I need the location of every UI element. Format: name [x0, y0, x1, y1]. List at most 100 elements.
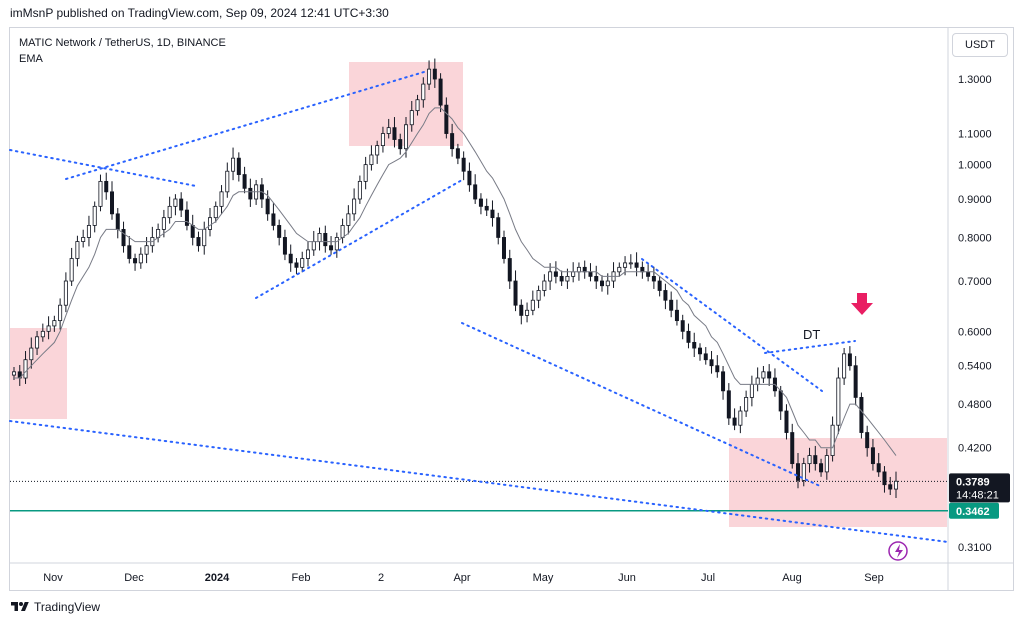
publish-line: imMsnP published on TradingView.com, Sep…	[10, 6, 389, 20]
candle-body	[628, 262, 633, 265]
candle-body	[207, 217, 212, 230]
trendline	[461, 322, 821, 487]
x-tick-label: May	[533, 572, 554, 584]
candle-body	[450, 133, 455, 150]
candle-body	[473, 184, 478, 200]
candle-body	[363, 164, 368, 182]
chart-frame[interactable]	[9, 27, 1014, 591]
footer-brand: TradingView	[34, 600, 101, 614]
currency-button[interactable]: USDT	[952, 33, 1008, 57]
candle-body	[133, 258, 138, 264]
candle-body	[138, 253, 143, 264]
candle-body	[548, 271, 553, 282]
candle-body	[346, 213, 351, 226]
y-tick-label: 0.8000	[958, 232, 992, 244]
candle-body	[421, 83, 426, 101]
candle-body	[455, 148, 460, 159]
candle-body	[288, 253, 293, 264]
candle-body	[755, 377, 760, 385]
candle-body	[334, 237, 339, 251]
candle-body	[663, 290, 668, 301]
candle-body	[86, 225, 91, 238]
candle-body	[115, 213, 120, 230]
y-tick-label: 0.7000	[958, 276, 992, 288]
candle-body	[35, 336, 40, 349]
y-tick-label: 0.4200	[958, 443, 992, 455]
candle-body	[323, 232, 328, 247]
trendline	[641, 258, 823, 392]
candle-body	[461, 157, 466, 172]
candle-body	[380, 133, 385, 147]
candle-body	[213, 205, 218, 219]
symbol-line: MATIC Network / TetherUS, 1D, BINANCE	[19, 37, 226, 49]
candle-body	[830, 424, 835, 456]
candle-body	[167, 205, 172, 219]
current-price-value: 0.3789	[956, 476, 990, 488]
candle-body	[807, 455, 812, 465]
candle-body	[219, 191, 224, 207]
candle-body	[438, 78, 443, 106]
support-price-value: 0.3462	[956, 506, 990, 518]
trendline	[764, 340, 856, 354]
candle-body	[46, 325, 51, 332]
x-tick-label: 2	[378, 572, 384, 584]
y-tick-label: 0.6000	[958, 326, 992, 338]
candle-body	[801, 463, 806, 481]
candle-body	[617, 266, 622, 273]
candle-body	[836, 377, 841, 426]
candle-body	[709, 359, 714, 367]
candle-body	[184, 209, 189, 226]
trendline	[65, 71, 425, 180]
candle-body	[888, 484, 893, 490]
candle-body	[444, 104, 449, 134]
candle-body	[23, 359, 28, 379]
candle-body	[357, 180, 362, 200]
candle-body	[640, 266, 645, 273]
x-tick-label: Nov	[43, 572, 63, 584]
candle-body	[784, 410, 789, 433]
candle-body	[225, 170, 230, 193]
x-tick-label: Aug	[782, 572, 802, 584]
candle-body	[565, 275, 570, 282]
candle-body	[767, 371, 772, 379]
candle-body	[623, 262, 628, 268]
candle-body	[576, 266, 581, 273]
candle-body	[403, 124, 408, 150]
candle-body	[559, 275, 564, 282]
candle-body	[847, 353, 852, 367]
y-tick-label: 0.9000	[958, 194, 992, 206]
indicator-label[interactable]: EMA	[19, 53, 43, 65]
candle-body	[553, 271, 558, 277]
dt-annotation: DT	[803, 327, 820, 342]
candle-body	[513, 280, 518, 306]
candle-body	[265, 198, 270, 215]
candle-body	[92, 205, 97, 226]
candle-body	[761, 371, 766, 379]
ema-line	[14, 107, 897, 456]
candle-body	[894, 480, 899, 490]
candle-body	[738, 410, 743, 426]
candle-body	[277, 225, 282, 238]
candle-body	[294, 262, 299, 268]
tradingview-logo-icon	[11, 602, 29, 611]
candle-body	[386, 127, 391, 134]
candle-body	[501, 237, 506, 259]
candle-body	[588, 271, 593, 277]
candle-body	[282, 237, 287, 255]
candle-body	[525, 309, 530, 316]
candle-body	[749, 383, 754, 398]
candle-body	[173, 198, 178, 207]
candle-body	[692, 341, 697, 349]
x-tick-label: Jun	[618, 572, 636, 584]
candle-body	[329, 245, 334, 251]
candle-body	[317, 232, 322, 242]
x-tick-label: Jul	[701, 572, 715, 584]
candle-body	[110, 191, 115, 215]
x-tick-label: Feb	[292, 572, 311, 584]
candle-body	[876, 463, 881, 473]
candle-body	[721, 371, 726, 392]
y-tick-label: 1.3000	[958, 74, 992, 86]
candle-body	[369, 154, 374, 166]
